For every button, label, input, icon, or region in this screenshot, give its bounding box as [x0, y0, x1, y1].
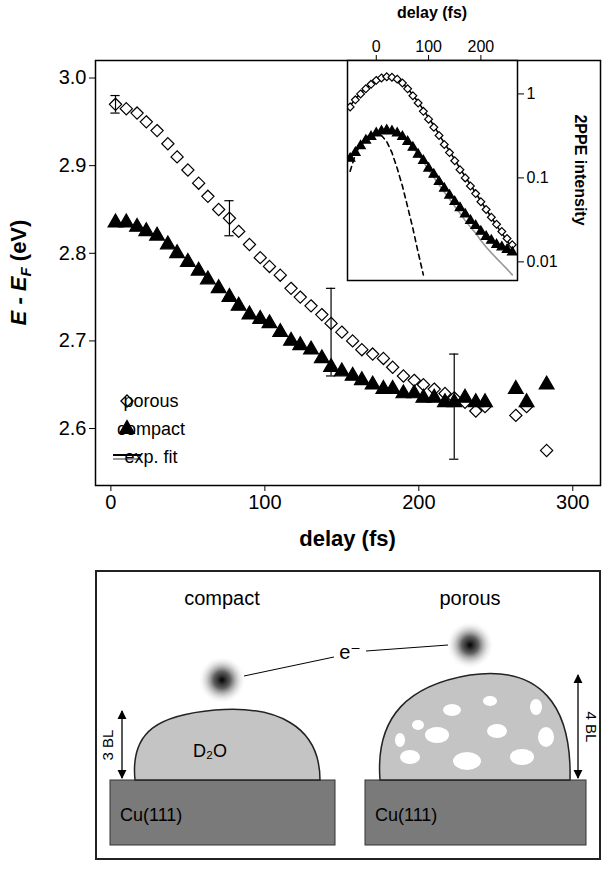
svg-text:0: 0: [105, 491, 116, 513]
svg-text:0.01: 0.01: [527, 253, 558, 270]
svg-text:delay (fs): delay (fs): [299, 526, 396, 551]
svg-text:e⁻: e⁻: [339, 641, 361, 663]
svg-text:porous: porous: [123, 391, 178, 411]
svg-text:Cu(111): Cu(111): [375, 805, 437, 825]
svg-text:1: 1: [527, 85, 536, 102]
svg-text:300: 300: [556, 491, 589, 513]
svg-text:100: 100: [248, 491, 281, 513]
svg-text:compact: compact: [117, 419, 185, 439]
svg-text:200: 200: [402, 491, 435, 513]
svg-text:3 BL: 3 BL: [99, 730, 116, 761]
svg-text:4 BL: 4 BL: [583, 712, 600, 743]
svg-text:100: 100: [415, 38, 442, 55]
svg-text:2.9: 2.9: [59, 154, 87, 176]
svg-text:delay (fs): delay (fs): [397, 4, 467, 21]
svg-text:2.8: 2.8: [59, 242, 87, 264]
svg-text:3.0: 3.0: [59, 66, 87, 88]
svg-text:2.7: 2.7: [59, 329, 87, 351]
svg-text:porous: porous: [439, 587, 500, 609]
svg-text:2.6: 2.6: [59, 417, 87, 439]
svg-text:exp. fit: exp. fit: [124, 447, 177, 467]
svg-text:D₂O: D₂O: [193, 741, 227, 761]
svg-text:0: 0: [372, 38, 381, 55]
svg-text:200: 200: [468, 38, 495, 55]
svg-text:compact: compact: [184, 587, 260, 609]
svg-text:E - EF (eV): E - EF (eV): [6, 220, 34, 326]
svg-text:0.1: 0.1: [527, 169, 549, 186]
svg-text:Cu(111): Cu(111): [120, 805, 182, 825]
svg-text:2PPE intensity: 2PPE intensity: [572, 114, 589, 225]
